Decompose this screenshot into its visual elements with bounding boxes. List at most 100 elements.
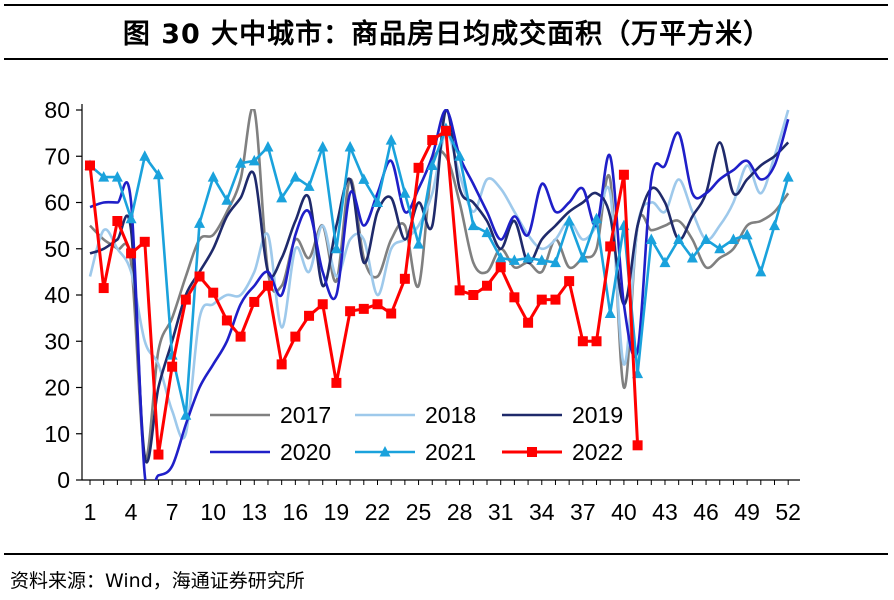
legend-marker [527, 447, 537, 457]
series-2021-point [454, 150, 466, 161]
series-2021-point [235, 157, 247, 168]
footer-divider [4, 553, 888, 555]
series-2021-point [741, 228, 753, 240]
series-2021-point [413, 238, 425, 249]
axes: 0 10 20 30 40 50 60 70 80 1 4 7 10 13 16 19 22 25 28 31 34 37… [44, 97, 801, 525]
series-2021-point [125, 212, 137, 224]
x-tick-label: 49 [734, 499, 760, 525]
series-2021-point [536, 254, 548, 265]
x-tick-label: 16 [283, 499, 309, 525]
series-2022-point [605, 241, 616, 252]
series-2022-point [536, 294, 547, 305]
y-tick-label: 0 [57, 467, 70, 493]
series-2022-point [180, 294, 191, 305]
series-2021-point [577, 252, 589, 263]
series-2020 [89, 109, 790, 480]
series-2021-point [673, 233, 685, 244]
series-2021-point [344, 141, 356, 152]
series-2022-point [290, 331, 301, 342]
series-2021-point [604, 307, 616, 318]
series-2021-point [782, 171, 794, 182]
top-rule [4, 4, 888, 6]
series-2022-point [358, 303, 369, 314]
series-2021-point [317, 141, 329, 152]
series-2022-point [112, 216, 123, 226]
chart-title: 图 30 大中城市：商品房日均成交面积（万平方米） [122, 19, 772, 50]
series-2021-point [399, 187, 411, 198]
series-2021-point [289, 171, 301, 182]
series-2022-point [235, 331, 246, 342]
series-2021-point [714, 242, 726, 254]
series-2022-point [194, 271, 205, 282]
series-2021-point [385, 134, 397, 145]
y-tick-label: 40 [44, 282, 70, 308]
series-2022-point [221, 315, 232, 326]
series-2021-point [180, 409, 192, 420]
legend-item-2022: 2022 [502, 439, 623, 465]
x-tick-label: 31 [488, 499, 514, 525]
series-2021-point [700, 233, 712, 244]
series-2022-point [413, 162, 424, 173]
series-2022-point [632, 440, 643, 451]
x-tick-label: 4 [125, 499, 138, 525]
series-2022-point [304, 310, 315, 321]
series-2021-point [769, 219, 780, 231]
x-tick-label: 1 [84, 499, 97, 525]
series-2022-point [208, 287, 219, 298]
series-2021-point [426, 159, 438, 170]
x-tick-label: 25 [406, 499, 432, 525]
series-2020-line [89, 109, 790, 480]
legend-label: 2021 [425, 439, 476, 465]
series-2021-point [371, 196, 383, 207]
series-2021-point [645, 233, 657, 244]
legend-item-2018: 2018 [355, 402, 476, 428]
series-2022-point [126, 248, 137, 259]
y-tick-label: 50 [44, 236, 70, 262]
x-tick-label: 46 [693, 499, 719, 525]
series-2022-point [399, 273, 410, 284]
x-tick-label: 40 [611, 499, 637, 525]
series-2022-point [167, 361, 178, 372]
legend-item-2021: 2021 [355, 439, 476, 465]
line-chart: 0 10 20 30 40 50 60 70 80 1 4 7 10 13 16 19 22 25 28 31 34 37… [44, 97, 801, 525]
series-2021-point [727, 233, 739, 244]
legend-label: 2019 [572, 402, 623, 428]
legend: 2017 2018 2019 2020 2021 2022 [210, 402, 623, 465]
series-2021-line [89, 127, 790, 417]
series-2022-point [98, 283, 109, 294]
series-2021-point [755, 265, 767, 277]
series-2022-point [564, 276, 575, 287]
x-tick-label: 22 [365, 499, 391, 525]
y-tick-label: 60 [44, 190, 70, 216]
series-2022-point [591, 336, 602, 347]
series-2021-point [659, 256, 671, 268]
series-2022-point [482, 280, 493, 291]
series-2021-point [303, 180, 315, 191]
series-2021-point [152, 168, 164, 180]
series-2021-point [522, 252, 534, 263]
y-tick-label: 20 [44, 375, 70, 401]
series-2022-point [139, 236, 150, 247]
series-2022-point [618, 169, 629, 180]
x-tick-label: 19 [324, 499, 350, 525]
series-2022-point [372, 299, 383, 310]
y-tick-label: 80 [44, 97, 70, 123]
x-tick-label: 7 [166, 499, 179, 525]
source-note: 资料来源：Wind，海通证券研究所 [10, 570, 305, 592]
legend-item-2020: 2020 [210, 439, 331, 465]
x-tick-label: 37 [570, 499, 596, 525]
series-2021-point [563, 215, 575, 226]
series-2022-point [550, 294, 561, 305]
legend-label: 2018 [425, 402, 476, 428]
x-tick-label: 28 [447, 499, 473, 525]
series-2021-point [330, 242, 342, 254]
series-2021-point [248, 154, 260, 166]
series-2021-point [358, 173, 370, 184]
series-2022-point [317, 299, 328, 310]
series-2021-point [591, 212, 603, 224]
series-2022-point [345, 306, 356, 317]
series-2022 [85, 125, 643, 460]
series-2021-point [111, 171, 123, 182]
series-2021-point [98, 171, 110, 182]
series-2021-point [262, 141, 274, 152]
